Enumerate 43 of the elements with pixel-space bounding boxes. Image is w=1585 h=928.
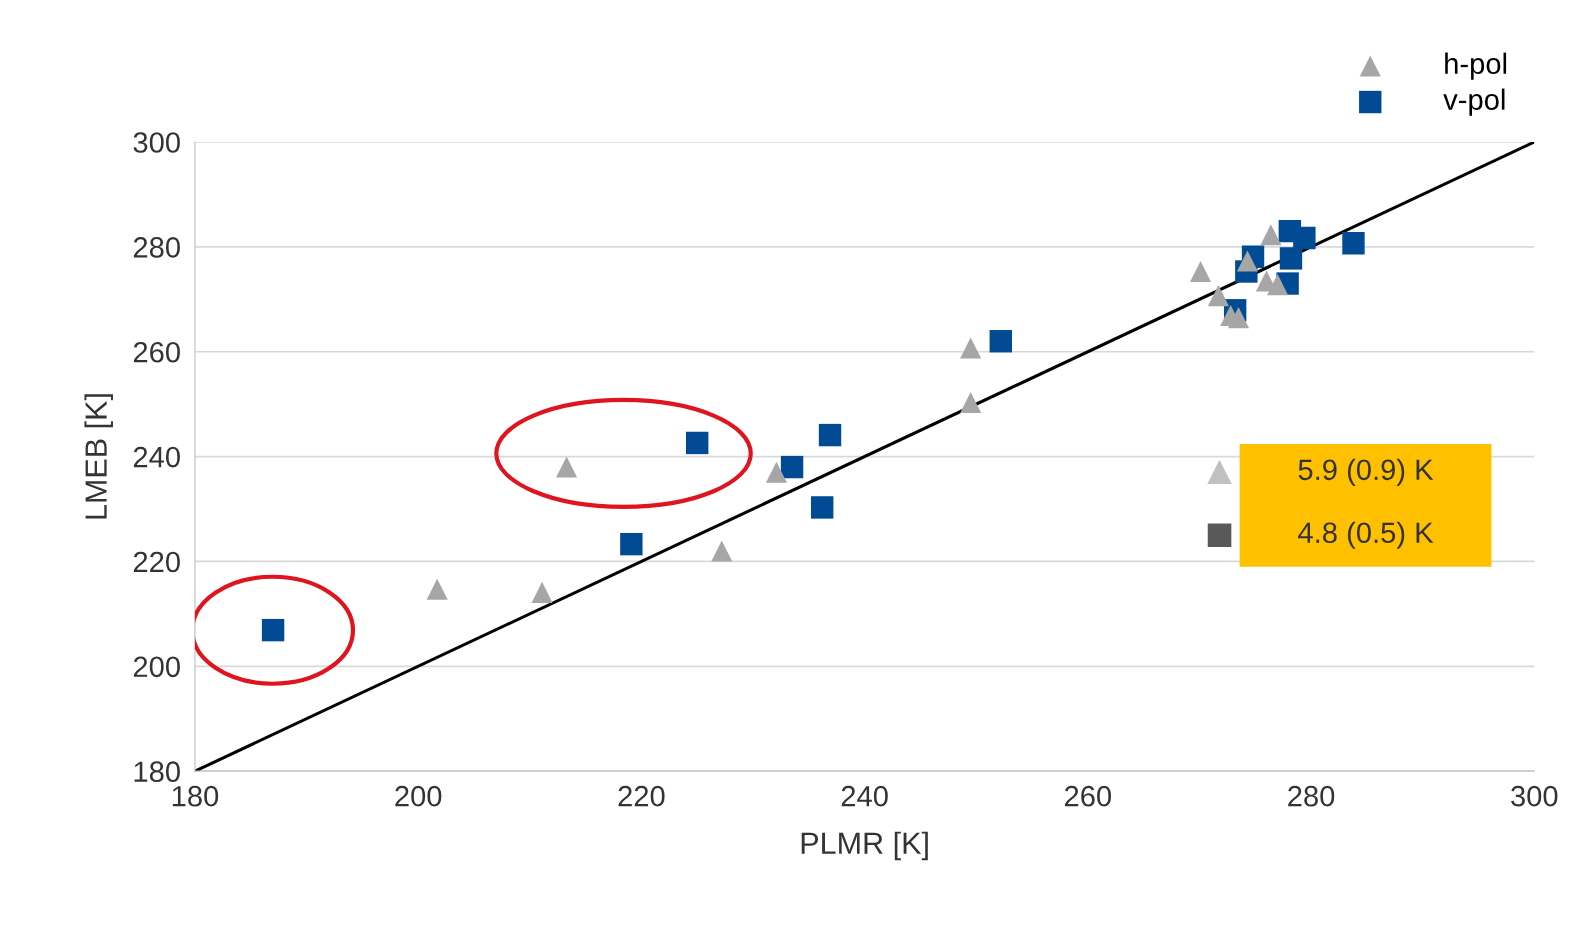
x-tick-label: 240 bbox=[841, 785, 888, 807]
point bbox=[1260, 224, 1282, 246]
point bbox=[818, 423, 842, 447]
x-tick-label: 260 bbox=[1064, 785, 1112, 807]
y-tick-label: 180 bbox=[134, 761, 180, 783]
point bbox=[960, 337, 982, 359]
point bbox=[261, 618, 285, 642]
legend-label: h-pol bbox=[1445, 52, 1507, 80]
annotation: 5.9 (0.9) K bbox=[1298, 458, 1434, 486]
x-tick-label: 280 bbox=[1288, 785, 1335, 807]
x-tick-label: 300 bbox=[1511, 785, 1558, 807]
y-tick-label: 280 bbox=[133, 237, 180, 258]
legend-label: v-pol bbox=[1443, 88, 1505, 116]
y-tick-label: 220 bbox=[133, 551, 180, 573]
point bbox=[1190, 260, 1212, 283]
point bbox=[711, 540, 733, 562]
y-tick-label: 200 bbox=[133, 656, 180, 678]
annotation: 4.8 (0.5) K bbox=[1298, 521, 1434, 549]
point bbox=[811, 496, 834, 519]
x-axis-title: PLMR [K] bbox=[801, 831, 928, 861]
point bbox=[426, 578, 448, 600]
point bbox=[531, 581, 553, 603]
point bbox=[620, 532, 643, 556]
x-tick-label: 180 bbox=[172, 785, 219, 807]
y-axis-title: LMEB [K] bbox=[84, 394, 113, 519]
point bbox=[1207, 285, 1229, 307]
point bbox=[1267, 274, 1289, 296]
x-tick-label: 200 bbox=[395, 785, 442, 807]
point bbox=[960, 392, 982, 414]
point bbox=[765, 461, 787, 483]
point bbox=[1227, 307, 1250, 329]
y-tick-label: 260 bbox=[133, 341, 180, 363]
y-tick-label: 300 bbox=[133, 132, 180, 153]
point bbox=[1279, 247, 1303, 270]
point bbox=[1293, 226, 1316, 250]
point bbox=[686, 431, 709, 455]
point bbox=[556, 456, 578, 478]
point bbox=[989, 330, 1012, 353]
y-tick-label: 240 bbox=[133, 446, 180, 468]
x-tick-label: 220 bbox=[618, 785, 665, 807]
point bbox=[1342, 231, 1365, 255]
point bbox=[1236, 250, 1258, 272]
point bbox=[780, 455, 804, 479]
